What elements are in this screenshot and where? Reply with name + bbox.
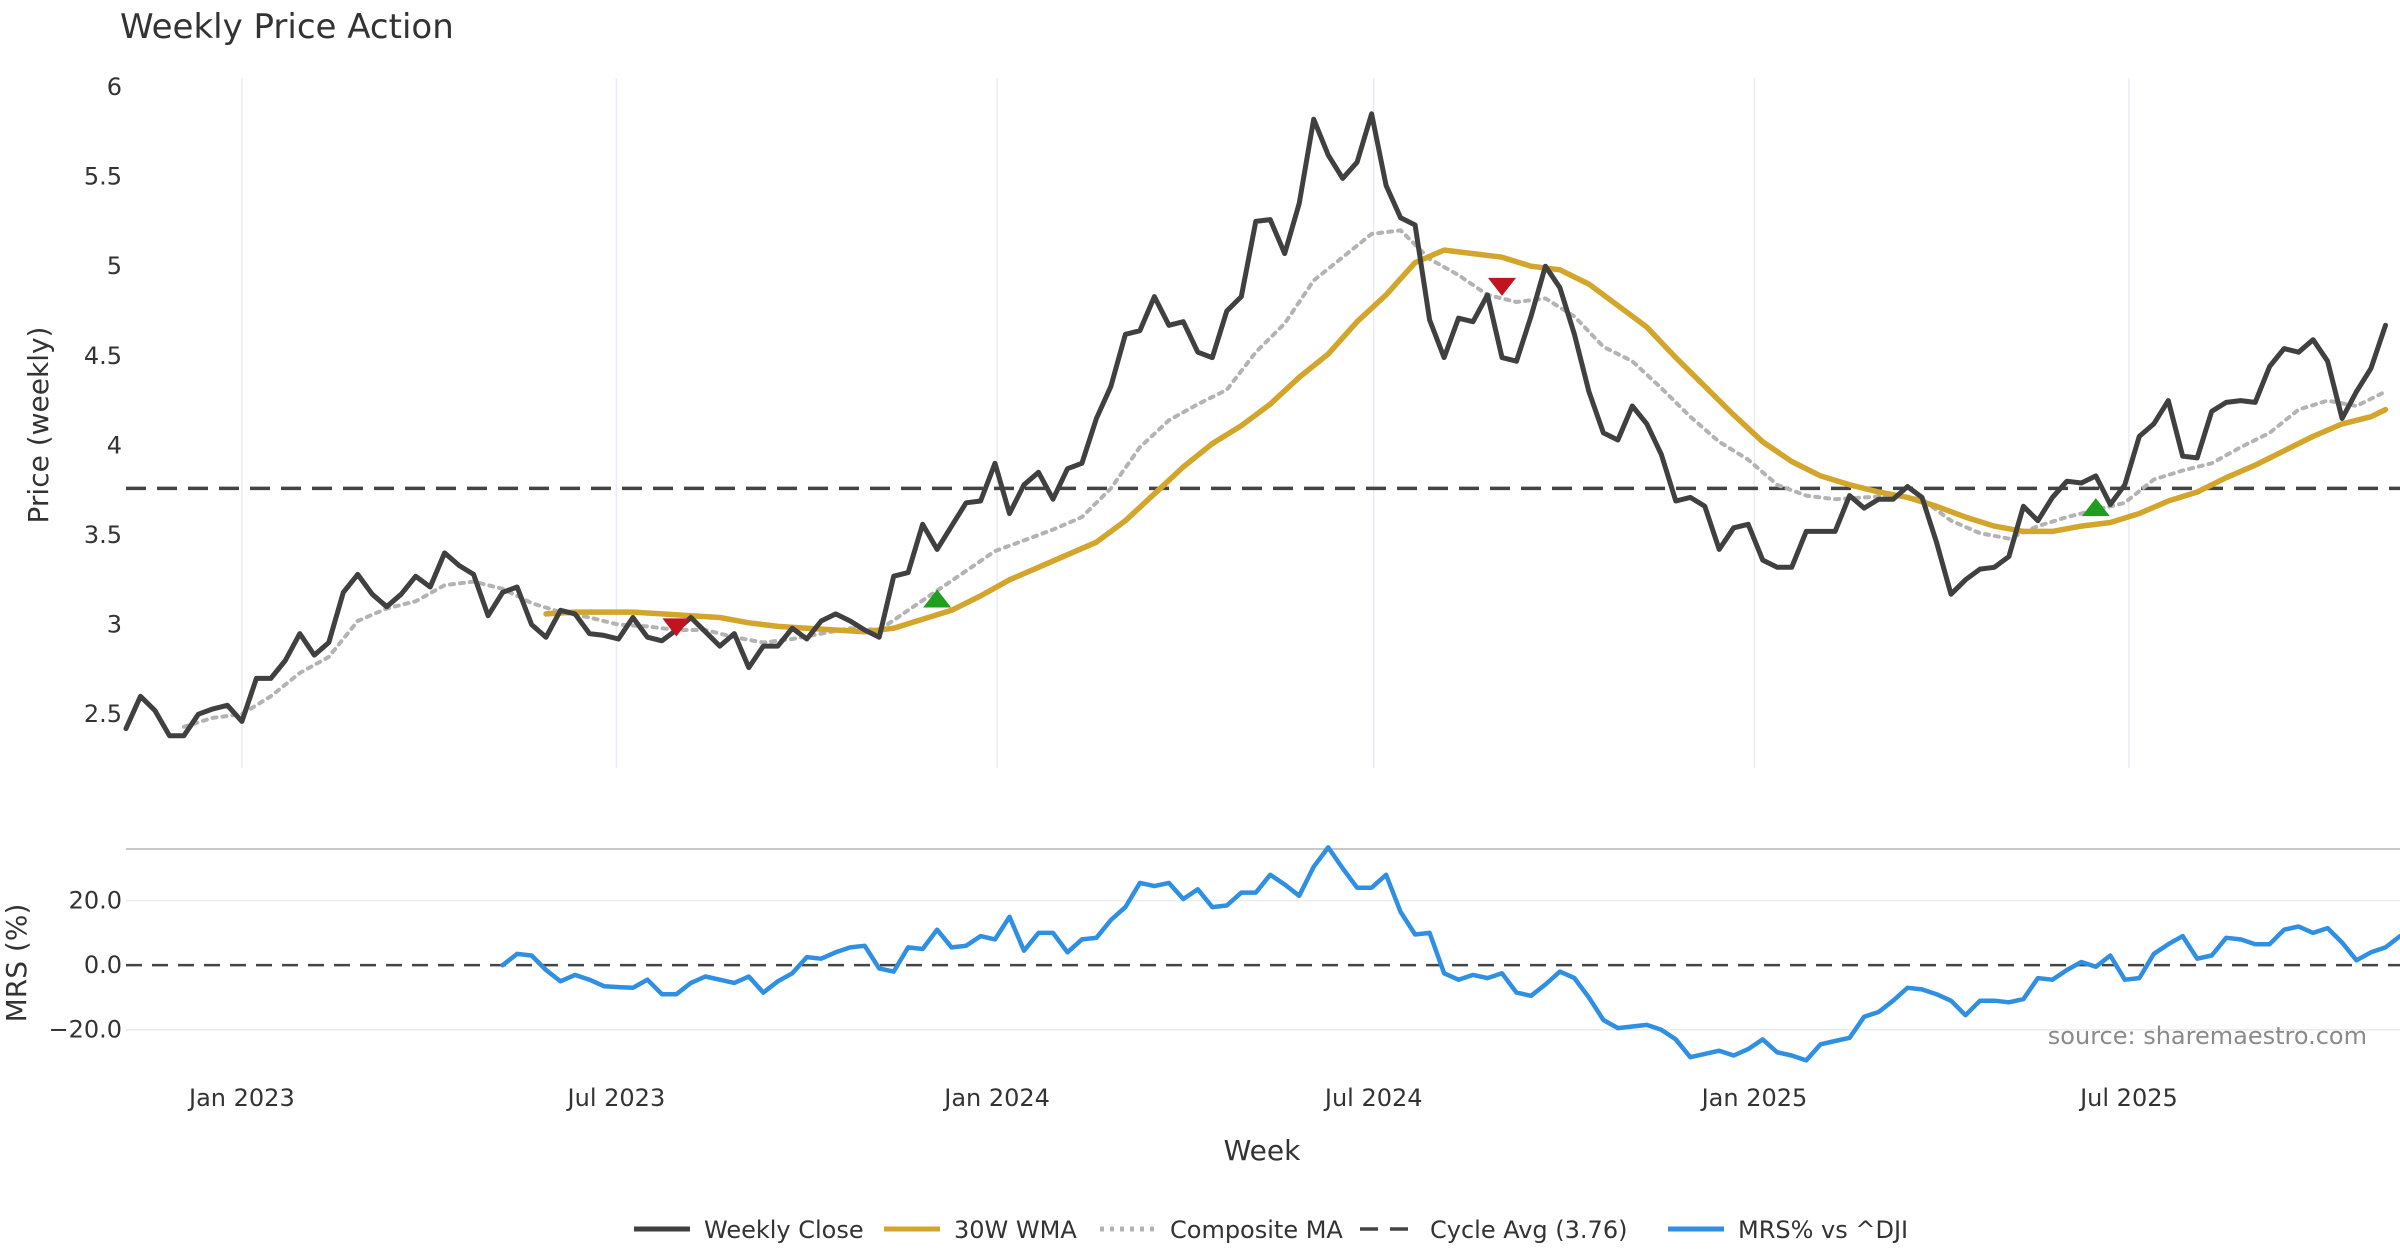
legend-label: Weekly Close [704, 1216, 864, 1244]
x-tick-label: Jul 2025 [2078, 1084, 2178, 1112]
mrs-y-axis-title: MRS (%) [0, 904, 33, 1023]
legend-label: MRS% vs ^DJI [1738, 1216, 1908, 1244]
mrs-line [500, 845, 2400, 1063]
mrs-y-tick-label: −20.0 [48, 1016, 122, 1044]
legend-label: 30W WMA [954, 1216, 1077, 1244]
x-tick-label: Jul 2024 [1323, 1084, 1423, 1112]
price-y-axis: 6 5.5 5 4.5 4 3.5 3 2.5 [84, 73, 122, 728]
composite-ma-line [181, 228, 2388, 729]
price-y-tick-label: 3.5 [84, 521, 122, 549]
price-y-tick-label: 4 [107, 431, 122, 459]
x-axis: Jan 2023 Jul 2023 Jan 2024 Jul 2024 Jan 2025… [187, 1084, 2178, 1112]
sell-signal-marker [662, 618, 691, 637]
price-y-tick-label: 3 [107, 611, 122, 639]
x-tick-label: Jan 2025 [1700, 1084, 1808, 1112]
mrs-lines [126, 845, 2400, 1063]
price-y-tick-label: 5 [107, 252, 122, 280]
price-y-tick-label: 5.5 [84, 163, 122, 191]
source-label: source: sharemaestro.com [2048, 1022, 2367, 1050]
price-y-tick-label: 4.5 [84, 342, 122, 370]
signal-markers [662, 277, 2110, 637]
x-tick-label: Jan 2023 [187, 1084, 295, 1112]
price-y-tick-label: 2.5 [84, 700, 122, 728]
price-gridlines [241, 78, 2130, 768]
legend-label: Composite MA [1170, 1216, 1343, 1244]
x-axis-title: Week [1224, 1134, 1301, 1167]
legend-label: Cycle Avg (3.76) [1430, 1216, 1627, 1244]
buy-signal-marker [2081, 498, 2110, 517]
sell-signal-marker [1487, 277, 1516, 296]
weekly-close-line [123, 111, 2388, 739]
mrs-gridlines [126, 899, 2400, 1031]
x-tick-label: Jan 2024 [942, 1084, 1050, 1112]
price-y-tick-label: 6 [107, 73, 122, 101]
buy-signal-marker [923, 589, 952, 608]
chart-title: Weekly Price Action [120, 7, 454, 47]
mrs-y-tick-label: 20.0 [69, 887, 122, 915]
wma-30w-line [543, 247, 2389, 635]
price-y-axis-title: Price (weekly) [22, 327, 55, 524]
mrs-y-axis: 20.0 0.0 −20.0 [48, 887, 122, 1044]
mrs-y-tick-label: 0.0 [84, 951, 122, 979]
x-tick-label: Jul 2023 [566, 1084, 666, 1112]
price-lines [123, 111, 2400, 739]
legend: Weekly Close 30W WMA Composite MA Cycle Avg… [634, 1216, 1908, 1244]
